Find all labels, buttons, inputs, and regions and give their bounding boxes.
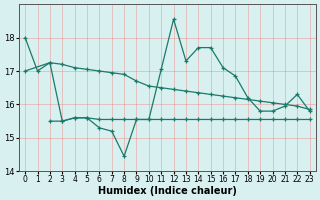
X-axis label: Humidex (Indice chaleur): Humidex (Indice chaleur) [98,186,237,196]
